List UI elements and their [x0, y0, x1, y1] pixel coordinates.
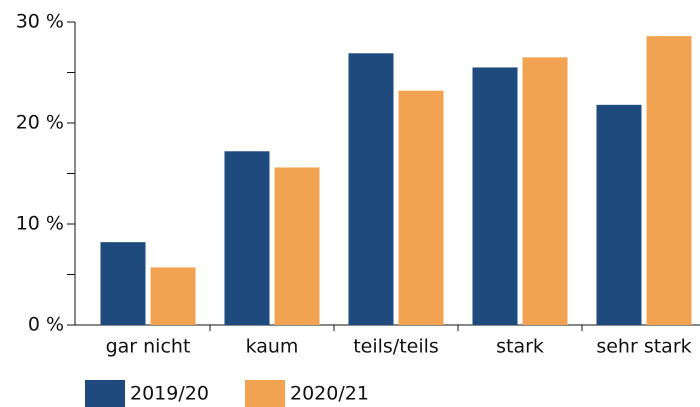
bar: [596, 104, 642, 325]
bar: [224, 151, 270, 325]
y-tick-label: 0 %: [28, 314, 64, 336]
bar: [646, 36, 692, 325]
legend-swatch: [245, 380, 285, 407]
bar: [398, 90, 444, 326]
bar: [348, 53, 394, 326]
bar: [274, 167, 320, 325]
x-tick-label: stark: [496, 336, 544, 358]
y-tick-label: 30 %: [16, 11, 64, 33]
y-tick-label: 20 %: [16, 112, 64, 134]
x-tick-label: kaum: [246, 336, 299, 358]
bar: [472, 67, 518, 325]
legend-label: 2019/20: [130, 383, 209, 405]
legend-label: 2020/21: [290, 383, 369, 405]
bar: [150, 267, 196, 325]
bar: [100, 242, 146, 325]
y-tick-label: 10 %: [16, 213, 64, 235]
x-tick-label: gar nicht: [106, 336, 191, 358]
x-tick-label: sehr stark: [596, 336, 691, 358]
legend-swatch: [85, 380, 125, 407]
bar: [522, 57, 568, 325]
x-tick-label: teils/teils: [353, 336, 439, 358]
